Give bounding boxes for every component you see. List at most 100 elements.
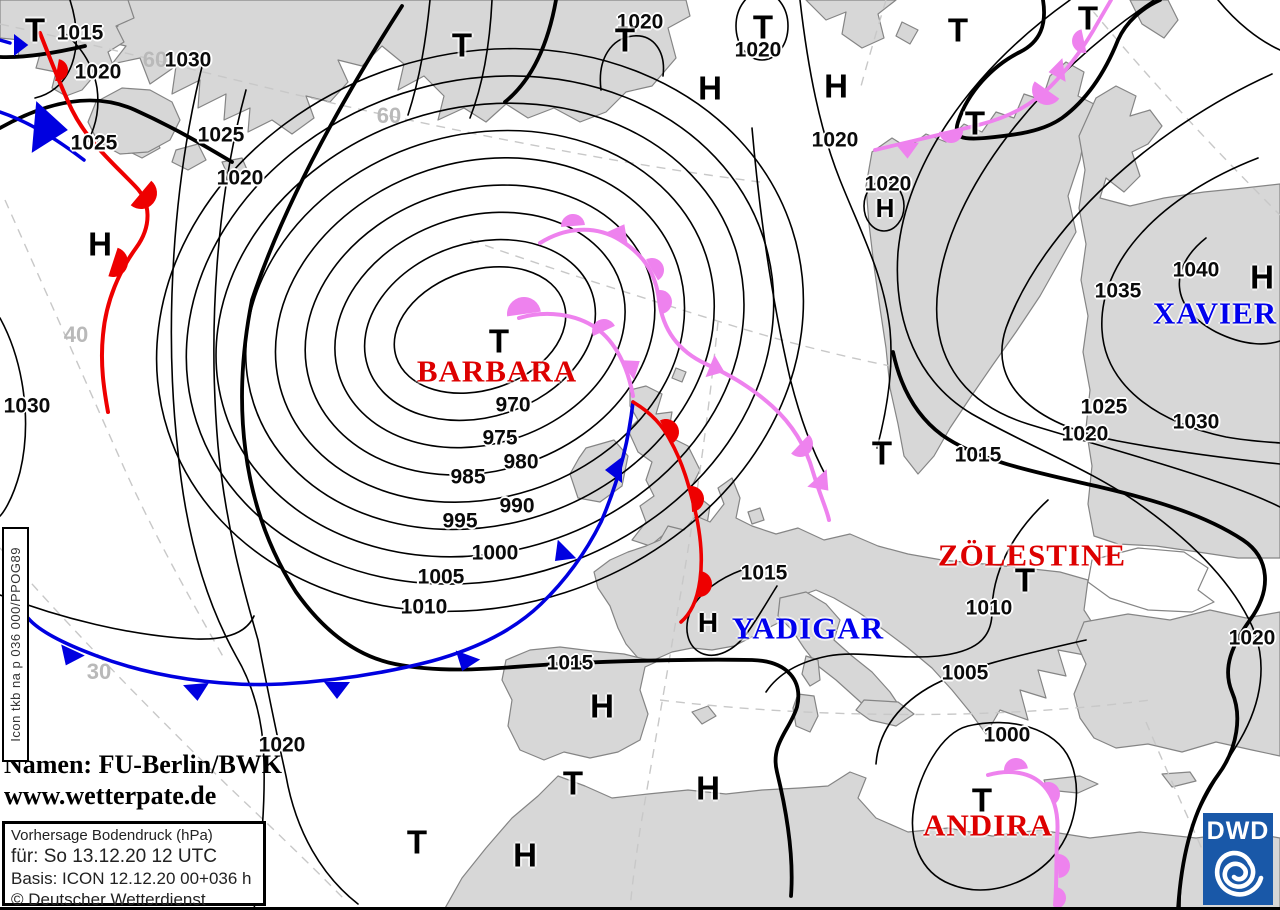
info-product-title: Vorhersage Bodendruck (hPa) (11, 827, 213, 844)
credits: Namen: FU-Berlin/BWK www.wetterpate.de (4, 749, 282, 811)
system-letter-t: T (964, 104, 986, 142)
pressure-label-990: 990 (499, 494, 535, 518)
system-name-andira: ANDIRA (923, 807, 1053, 843)
system-letter-h: H (698, 69, 722, 107)
iberia (501, 646, 657, 761)
pressure-label-1025: 1025 (70, 131, 118, 155)
isobar-970 (393, 265, 567, 395)
pressure-label-1020: 1020 (616, 10, 664, 34)
cold-front-stub-northwest (0, 34, 86, 162)
pressure-label-1020: 1020 (864, 172, 912, 196)
credits-website: www.wetterpate.de (4, 781, 217, 810)
occluded-front-andira (986, 758, 1070, 907)
info-model-basis: Basis: ICON 12.12.20 00+036 h (11, 869, 252, 888)
system-letter-t: T (752, 8, 774, 46)
system-letter-h: H (696, 769, 720, 807)
pressure-label-1035: 1035 (1094, 279, 1142, 303)
system-letter-t: T (871, 434, 893, 472)
north-africa (444, 771, 1280, 907)
system-letter-t: T (947, 11, 969, 49)
dwd-logo-text: DWD (1206, 817, 1270, 845)
pressure-label-1020: 1020 (74, 60, 122, 84)
system-letter-h: H (513, 836, 537, 874)
dwd-spiral-icon (1214, 850, 1264, 897)
isobar-985 (304, 184, 656, 476)
pressure-label-1030: 1030 (164, 48, 212, 72)
pressure-label-1020: 1020 (811, 128, 859, 152)
info-copyright: © Deutscher Wetterdienst (11, 890, 206, 909)
pressure-label-1005: 1005 (417, 565, 465, 589)
system-letter-h: H (1250, 258, 1274, 296)
isobar-990 (274, 156, 686, 504)
pressure-label-1005: 1005 (941, 661, 989, 685)
pressure-label-1025: 1025 (197, 123, 245, 147)
pressure-label-1020: 1020 (216, 166, 264, 190)
pressure-label-1010: 1010 (965, 596, 1013, 620)
system-name-xavier: XAVIER (1152, 295, 1278, 331)
arctic-islands (1129, 0, 1179, 39)
system-letter-t: T (24, 11, 46, 49)
cyprus (1161, 771, 1197, 788)
iceland (87, 87, 181, 155)
system-letter-h: H (875, 193, 895, 223)
isobar-1000 (215, 102, 745, 558)
grid-label-60: 60 (142, 47, 168, 72)
system-letter-h: H (824, 67, 848, 105)
pressure-label-1015: 1015 (56, 21, 104, 45)
system-letter-t: T (562, 764, 584, 802)
cold-front-main (26, 400, 635, 701)
pressure-label-1030: 1030 (1172, 410, 1220, 434)
pressure-label-1040: 1040 (1172, 258, 1220, 282)
system-letter-t: T (1077, 0, 1099, 37)
dwd-logo: DWD (1203, 813, 1273, 905)
black-sea (1087, 547, 1215, 613)
system-name-zölestine: ZÖLESTINE (937, 537, 1127, 573)
product-code-box: Icon tkb na p 036 000/PPOG89 (2, 527, 29, 762)
pressure-label-970: 970 (495, 393, 531, 417)
pressure-label-980: 980 (503, 450, 539, 474)
pressure-label-985: 985 (450, 465, 486, 489)
occluded-front-norway (873, 0, 1113, 159)
system-letter-h: H (697, 607, 719, 638)
system-letter-t: T (1014, 561, 1036, 599)
product-code-label: Icon tkb na p 036 000/PPOG89 (8, 547, 23, 742)
pressure-label-1015: 1015 (740, 561, 788, 585)
pressure-label-1010: 1010 (400, 595, 448, 619)
isobar-980 (334, 211, 626, 449)
greenland (99, 0, 691, 135)
grid-label-30: 30 (86, 659, 112, 684)
pressure-label-1000: 1000 (471, 541, 519, 565)
info-valid-time: für: So 13.12.20 12 UTC (11, 846, 217, 867)
pressure-label-1015: 1015 (546, 651, 594, 675)
pressure-label-1020: 1020 (1228, 626, 1276, 650)
system-letter-t: T (614, 21, 636, 59)
system-letter-t: T (488, 322, 510, 360)
credits-names-source: Namen: FU-Berlin/BWK (4, 750, 283, 779)
pressure-label-1025: 1025 (1080, 395, 1128, 419)
finland-russia (1078, 85, 1280, 559)
grid-label-40: 40 (63, 322, 89, 347)
isobar-975 (363, 238, 597, 422)
pressure-label-1020: 1020 (258, 733, 306, 757)
system-letter-h: H (590, 687, 614, 725)
system-letter-t: T (451, 26, 473, 64)
turkey (1073, 609, 1280, 757)
warm-front-uk (631, 400, 712, 624)
isobar-1010 (155, 47, 805, 613)
occluded-front-barbara (507, 214, 831, 522)
forecast-info-box: Vorhersage Bodendruck (hPa) für: So 13.1… (2, 821, 266, 907)
pressure-label-1015: 1015 (954, 443, 1002, 467)
isobar-995 (244, 129, 716, 531)
grid-label-60: 60 (376, 103, 402, 128)
pressure-label-995: 995 (442, 509, 478, 533)
isobar-1005 (185, 75, 775, 585)
system-letter-t: T (406, 823, 428, 861)
system-name-barbara: BARBARA (416, 353, 578, 389)
pressure-label-1020: 1020 (734, 38, 782, 62)
system-name-yadigar: YADIGAR (731, 610, 885, 646)
system-letter-h: H (88, 225, 112, 263)
balearics (691, 705, 717, 725)
